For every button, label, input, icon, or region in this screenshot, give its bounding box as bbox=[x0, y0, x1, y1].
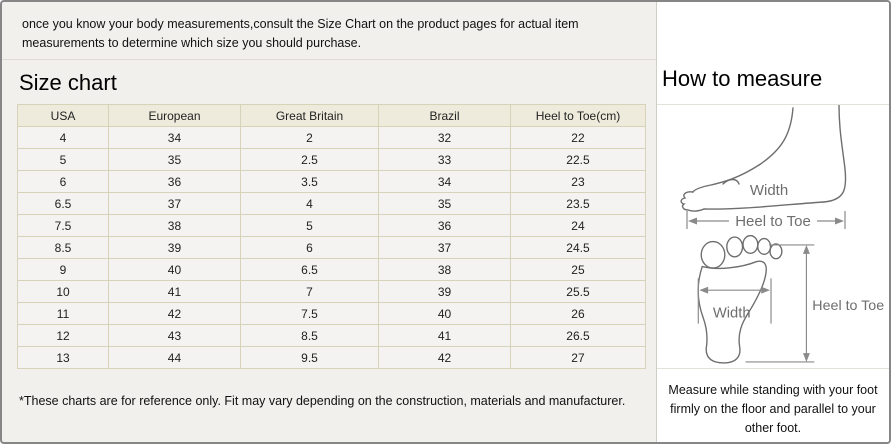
table-cell: 35 bbox=[378, 192, 511, 216]
column-header: USA bbox=[16, 104, 110, 128]
table-cell: 24 bbox=[509, 214, 647, 238]
table-cell: 26 bbox=[509, 302, 647, 326]
size-table-body: 4 34 2 32 22 5 35 2.5 33 22.5 6 36 3.5 34 23 6.5 37 4 35 23… bbox=[16, 126, 647, 370]
side-heel-to-toe-label: Heel to Toe bbox=[735, 213, 811, 230]
table-cell: 8.5 bbox=[16, 236, 110, 260]
size-chart-title: Size chart bbox=[19, 70, 117, 95]
table-row: 5 35 2.5 33 22.5 bbox=[16, 148, 647, 172]
table-cell: 25.5 bbox=[509, 280, 647, 304]
table-cell: 6.5 bbox=[239, 258, 380, 282]
measurement-illustrations: Width Heel to Toe bbox=[657, 104, 889, 370]
table-row: 13 44 9.5 42 27 bbox=[16, 346, 647, 370]
table-cell: 22.5 bbox=[509, 148, 647, 172]
table-row: 11 42 7.5 40 26 bbox=[16, 302, 647, 326]
sole-heel-to-toe-label: Heel to Toe bbox=[812, 298, 884, 314]
table-cell: 13 bbox=[16, 346, 110, 370]
table-cell: 37 bbox=[108, 192, 241, 216]
size-chart-table: USA European Great Britain Brazil Heel to To… bbox=[16, 104, 647, 370]
table-cell: 5 bbox=[239, 214, 380, 238]
table-cell: 36 bbox=[108, 170, 241, 194]
foot-sole-view-illustration: Width Heel to Toe bbox=[697, 235, 884, 365]
table-row: 9 40 6.5 38 25 bbox=[16, 258, 647, 282]
table-cell: 43 bbox=[108, 324, 241, 348]
table-cell: 38 bbox=[378, 258, 511, 282]
size-chart-section: once you know your body measurements,con… bbox=[2, 2, 656, 442]
table-cell: 42 bbox=[108, 302, 241, 326]
table-cell: 42 bbox=[378, 346, 511, 370]
table-cell: 39 bbox=[108, 236, 241, 260]
table-cell: 39 bbox=[378, 280, 511, 304]
table-row: 7.5 38 5 36 24 bbox=[16, 214, 647, 238]
table-cell: 32 bbox=[378, 126, 511, 150]
column-header: Heel to Toe(cm) bbox=[509, 104, 647, 128]
table-cell: 7 bbox=[239, 280, 380, 304]
table-cell: 40 bbox=[378, 302, 511, 326]
table-cell: 9.5 bbox=[239, 346, 380, 370]
table-cell: 38 bbox=[108, 214, 241, 238]
table-cell: 34 bbox=[378, 170, 511, 194]
table-cell: 26.5 bbox=[509, 324, 647, 348]
table-row: 10 41 7 39 25.5 bbox=[16, 280, 647, 304]
table-cell: 7.5 bbox=[16, 214, 110, 238]
table-cell: 12 bbox=[16, 324, 110, 348]
how-to-measure-panel: How to measure Width Heel to Toe bbox=[656, 2, 889, 442]
table-cell: 44 bbox=[108, 346, 241, 370]
table-row: 6 36 3.5 34 23 bbox=[16, 170, 647, 194]
intro-text: once you know your body measurements,con… bbox=[2, 2, 656, 60]
table-cell: 22 bbox=[509, 126, 647, 150]
table-cell: 24.5 bbox=[509, 236, 647, 260]
table-cell: 35 bbox=[108, 148, 241, 172]
table-cell: 9 bbox=[16, 258, 110, 282]
table-cell: 41 bbox=[108, 280, 241, 304]
size-table-header-row: USA European Great Britain Brazil Heel to To… bbox=[16, 104, 647, 128]
table-cell: 6 bbox=[16, 170, 110, 194]
table-row: 6.5 37 4 35 23.5 bbox=[16, 192, 647, 216]
table-cell: 23 bbox=[509, 170, 647, 194]
table-cell: 11 bbox=[16, 302, 110, 326]
table-cell: 36 bbox=[378, 214, 511, 238]
table-cell: 5 bbox=[16, 148, 110, 172]
how-to-measure-title: How to measure bbox=[662, 66, 823, 91]
table-row: 4 34 2 32 22 bbox=[16, 126, 647, 150]
table-cell: 10 bbox=[16, 280, 110, 304]
column-header: Brazil bbox=[378, 104, 511, 128]
table-cell: 40 bbox=[108, 258, 241, 282]
column-header: European bbox=[108, 104, 241, 128]
table-row: 12 43 8.5 41 26.5 bbox=[16, 324, 647, 348]
table-cell: 3.5 bbox=[239, 170, 380, 194]
table-cell: 41 bbox=[378, 324, 511, 348]
table-cell: 4 bbox=[16, 126, 110, 150]
side-width-label: Width bbox=[749, 182, 787, 199]
table-cell: 23.5 bbox=[509, 192, 647, 216]
column-header: Great Britain bbox=[239, 104, 380, 128]
reference-footnote: *These charts are for reference only. Fi… bbox=[19, 394, 626, 409]
table-cell: 2.5 bbox=[239, 148, 380, 172]
table-cell: 6.5 bbox=[16, 192, 110, 216]
measure-instruction: Measure while standing with your foot fi… bbox=[668, 383, 878, 435]
table-cell: 33 bbox=[378, 148, 511, 172]
table-cell: 2 bbox=[239, 126, 380, 150]
table-cell: 25 bbox=[509, 258, 647, 282]
foot-side-view-illustration: Width Heel to Toe bbox=[679, 105, 846, 230]
table-cell: 34 bbox=[108, 126, 241, 150]
table-row: 8.5 39 6 37 24.5 bbox=[16, 236, 647, 260]
table-cell: 4 bbox=[239, 192, 380, 216]
table-cell: 6 bbox=[239, 236, 380, 260]
table-cell: 7.5 bbox=[239, 302, 380, 326]
sole-width-label: Width bbox=[713, 306, 751, 322]
table-cell: 8.5 bbox=[239, 324, 380, 348]
table-cell: 27 bbox=[509, 346, 647, 370]
table-cell: 37 bbox=[378, 236, 511, 260]
